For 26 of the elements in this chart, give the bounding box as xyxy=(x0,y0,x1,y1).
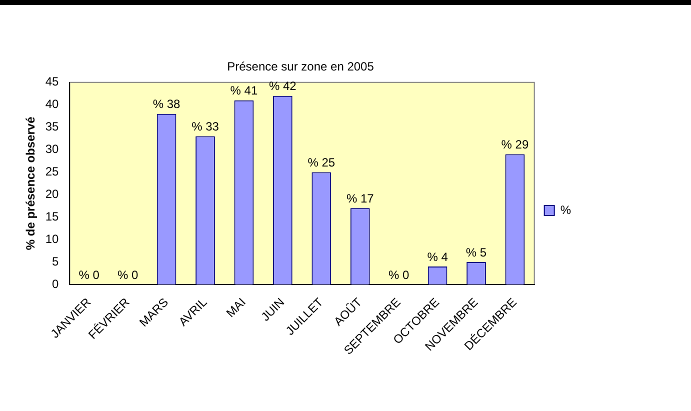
data-label: % 17 xyxy=(346,191,374,206)
data-label: % 38 xyxy=(152,97,181,112)
data-label: % 42 xyxy=(269,79,297,94)
y-tick-label: 45 xyxy=(45,74,60,89)
data-label: % 0 xyxy=(388,268,410,282)
y-tick-label: 5 xyxy=(52,254,60,268)
y-tick-label: 40 xyxy=(45,97,60,112)
y-tick-label: 15 xyxy=(45,209,60,224)
x-tick-label: MAI xyxy=(223,295,248,320)
y-tick-label: 25 xyxy=(45,164,60,179)
y-axis-title: % de présence observé xyxy=(24,116,38,250)
data-label: % 0 xyxy=(78,268,100,282)
data-label: % 33 xyxy=(192,120,220,134)
data-label: % 4 xyxy=(427,250,448,264)
data-label: % 5 xyxy=(466,245,487,260)
y-tick-label: 0 xyxy=(52,276,60,291)
y-tick-label: 35 xyxy=(45,120,60,134)
data-label: % 29 xyxy=(501,138,529,152)
legend-label: % xyxy=(560,202,572,217)
chart-title: Présence sur zone en 2005 xyxy=(227,60,374,74)
data-label: % 41 xyxy=(230,84,258,98)
data-label: % 0 xyxy=(117,268,138,282)
y-tick-label: 10 xyxy=(45,232,60,246)
y-tick-label: 30 xyxy=(45,142,60,156)
y-tick-label: 20 xyxy=(45,186,60,201)
data-label: % 25 xyxy=(308,156,336,170)
